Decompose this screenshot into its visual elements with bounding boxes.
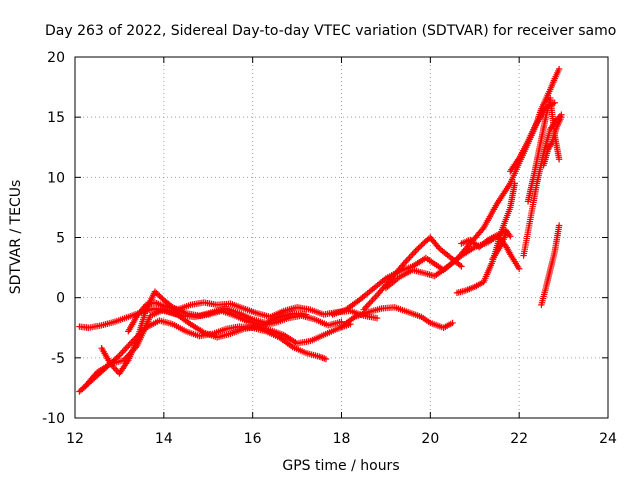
- data-point: [151, 288, 159, 295]
- data-point: [361, 304, 369, 312]
- data-point: [122, 345, 129, 353]
- x-tick-label: 16: [244, 431, 262, 447]
- data-point: [120, 347, 128, 354]
- data-point: [407, 252, 415, 260]
- y-tick-labels: -10 -5 0 5 10 15 20: [42, 50, 65, 427]
- x-tick-label: 18: [333, 431, 351, 447]
- data-point: [154, 291, 162, 298]
- series-track-4: [98, 288, 310, 377]
- y-tick-label: -10: [42, 411, 65, 427]
- data-point: [367, 298, 375, 305]
- series-track-7: [329, 99, 558, 318]
- y-tick-label: 10: [47, 170, 65, 186]
- data-point: [119, 349, 126, 356]
- data-point: [555, 65, 563, 73]
- data-point: [502, 230, 510, 238]
- series-track-16: [540, 113, 565, 169]
- data-point: [403, 257, 410, 264]
- data-point: [419, 240, 427, 248]
- data-point: [511, 180, 518, 187]
- data-point: [364, 301, 372, 309]
- data-point: [369, 296, 376, 304]
- series-track-17: [489, 230, 510, 263]
- y-tick-label: 20: [47, 50, 65, 66]
- data-point: [406, 254, 413, 261]
- data-point: [126, 340, 133, 348]
- data-point: [558, 113, 565, 121]
- data-point: [483, 237, 490, 245]
- data-point: [418, 242, 425, 249]
- data-point: [156, 292, 163, 300]
- series-track-10: [458, 231, 523, 272]
- data-point: [415, 244, 422, 252]
- x-tick-label: 20: [421, 431, 439, 447]
- data-point: [413, 246, 421, 253]
- series-track-12: [507, 65, 563, 175]
- data-point: [373, 314, 381, 322]
- data-point: [322, 355, 330, 363]
- y-tick-label: 15: [47, 110, 65, 126]
- data-point: [449, 319, 456, 327]
- data-point: [416, 243, 424, 250]
- data-point: [125, 342, 132, 349]
- y-tick-label: -5: [51, 351, 65, 367]
- data-point: [515, 265, 523, 272]
- axis-ticks: [74, 56, 609, 419]
- y-tick-label: 0: [56, 291, 65, 307]
- data-point: [363, 303, 370, 310]
- chart-title: Day 263 of 2022, Sidereal Day-to-day VTE…: [45, 23, 616, 39]
- data-point: [458, 263, 465, 270]
- x-tick-label: 12: [66, 431, 84, 447]
- x-tick-label: 14: [155, 431, 173, 447]
- series-track-6: [338, 304, 456, 331]
- data-point: [409, 251, 416, 258]
- x-axis-label: GPS time / hours: [282, 458, 399, 474]
- data-point: [551, 99, 558, 106]
- data-point: [507, 233, 514, 240]
- data-point: [117, 350, 125, 358]
- series-track-15: [538, 222, 563, 309]
- y-axis-label: SDTVAR / TECUs: [8, 180, 24, 295]
- y-tick-label: 5: [56, 231, 65, 247]
- data-point: [410, 249, 418, 256]
- series-track-11: [453, 180, 518, 297]
- data-point: [404, 255, 412, 263]
- data-point: [505, 231, 513, 238]
- data-point: [370, 295, 378, 302]
- data-point: [456, 261, 464, 269]
- data-points: [76, 65, 565, 395]
- data-point: [302, 311, 310, 318]
- data-point: [366, 300, 373, 307]
- x-tick-label: 24: [599, 431, 617, 447]
- data-point: [157, 294, 165, 301]
- data-point: [153, 289, 160, 297]
- x-tick-labels: 12 14 16 18 20 22 24: [66, 431, 617, 447]
- data-point: [412, 247, 419, 255]
- data-point: [555, 222, 563, 229]
- series-track-8: [360, 234, 465, 313]
- data-point: [123, 344, 131, 351]
- data-point: [555, 156, 563, 163]
- x-tick-label: 22: [510, 431, 528, 447]
